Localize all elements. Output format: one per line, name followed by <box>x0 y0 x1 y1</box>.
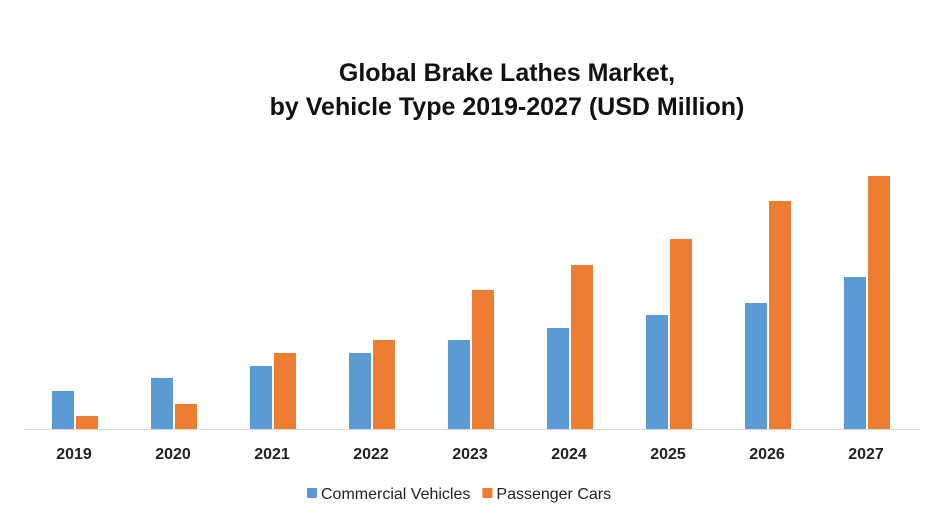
x-tick-label: 2023 <box>452 446 488 463</box>
chart-title: Global Brake Lathes Market, by Vehicle T… <box>0 56 941 124</box>
x-tick-label: 2026 <box>749 446 785 463</box>
x-tick-label: 2020 <box>155 446 191 463</box>
bar-passenger-cars-2021 <box>274 353 296 429</box>
bar-commercial-vehicles-2019 <box>52 391 74 429</box>
bar-passenger-cars-2024 <box>571 265 593 429</box>
x-tick-label: 2024 <box>551 446 587 463</box>
legend-swatch-1 <box>482 488 493 498</box>
x-tick-label: 2019 <box>56 446 92 463</box>
legend-label: Passenger Cars <box>496 486 611 503</box>
bar-commercial-vehicles-2024 <box>547 328 569 429</box>
x-tick-label: 2022 <box>353 446 389 463</box>
bar-commercial-vehicles-2027 <box>844 277 866 429</box>
bar-passenger-cars-2020 <box>175 404 197 429</box>
x-tick-label: 2021 <box>254 446 290 463</box>
legend-swatch-0 <box>307 488 317 498</box>
x-tick-label: 2025 <box>650 446 686 463</box>
bar-passenger-cars-2019 <box>76 416 98 429</box>
bar-passenger-cars-2025 <box>670 239 692 429</box>
bar-commercial-vehicles-2025 <box>646 315 668 429</box>
legend-label: Commercial Vehicles <box>321 486 470 503</box>
x-tick-label: 2027 <box>848 446 884 463</box>
bar-commercial-vehicles-2021 <box>250 366 272 429</box>
chart-subtitle: by Vehicle Type 2019-2027 (USD Million) <box>269 93 745 121</box>
chart-title-line1: Global Brake Lathes Market, <box>338 59 676 87</box>
bar-passenger-cars-2022 <box>373 340 395 429</box>
bar-commercial-vehicles-2022 <box>349 353 371 429</box>
bar-passenger-cars-2026 <box>769 201 791 429</box>
bar-passenger-cars-2027 <box>868 176 890 429</box>
bar-commercial-vehicles-2020 <box>151 378 173 429</box>
bar-passenger-cars-2023 <box>472 290 494 429</box>
bar-commercial-vehicles-2026 <box>745 303 767 429</box>
bar-commercial-vehicles-2023 <box>448 340 470 429</box>
